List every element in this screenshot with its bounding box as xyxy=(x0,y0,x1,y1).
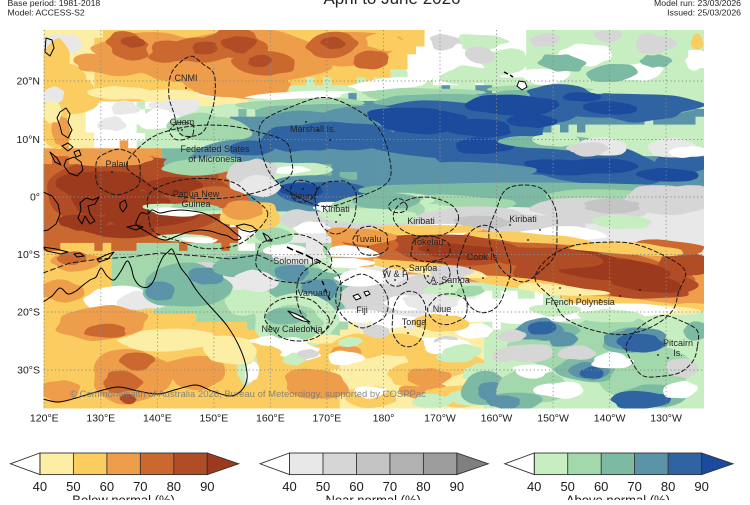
svg-text:20°S: 20°S xyxy=(17,307,40,319)
svg-text:Below normal (%): Below normal (%) xyxy=(72,493,175,501)
svg-text:French Polynesia: French Polynesia xyxy=(545,297,615,307)
svg-text:60: 60 xyxy=(349,479,363,494)
svg-text:Cook Is: Cook Is xyxy=(467,252,498,262)
svg-text:140°W: 140°W xyxy=(594,413,626,425)
svg-text:120°E: 120°E xyxy=(30,413,59,425)
svg-text:Solomon Is.: Solomon Is. xyxy=(273,256,321,266)
svg-text:140°E: 140°E xyxy=(143,413,172,425)
svg-text:Model run: 23/03/2026: Model run: 23/03/2026 xyxy=(654,0,741,8)
svg-text:Niue: Niue xyxy=(433,304,452,314)
svg-text:70: 70 xyxy=(133,479,147,494)
svg-text:Marshall Is.: Marshall Is. xyxy=(290,124,336,134)
svg-text:30°S: 30°S xyxy=(17,365,40,377)
svg-text:0°: 0° xyxy=(30,192,40,204)
svg-text:Fiji: Fiji xyxy=(356,305,368,315)
svg-text:of Micronesia: of Micronesia xyxy=(188,154,242,164)
svg-text:60: 60 xyxy=(594,479,608,494)
svg-text:© Commonwealth of Australia 20: © Commonwealth of Australia 2026, Bureau… xyxy=(70,389,426,400)
svg-text:160°W: 160°W xyxy=(481,413,513,425)
svg-text:Papua New: Papua New xyxy=(173,189,220,199)
svg-text:50: 50 xyxy=(66,479,80,494)
svg-text:80: 80 xyxy=(661,479,675,494)
svg-text:90: 90 xyxy=(450,479,464,494)
svg-text:170°E: 170°E xyxy=(313,413,342,425)
svg-text:160°E: 160°E xyxy=(256,413,285,425)
svg-text:170°W: 170°W xyxy=(424,413,456,425)
svg-text:Guam: Guam xyxy=(170,117,195,127)
svg-text:Near normal (%): Near normal (%) xyxy=(326,493,421,501)
svg-text:Nauru: Nauru xyxy=(291,191,316,201)
svg-text:70: 70 xyxy=(383,479,397,494)
svg-text:130°W: 130°W xyxy=(650,413,682,425)
svg-text:40: 40 xyxy=(527,479,541,494)
svg-text:10°N: 10°N xyxy=(17,134,40,146)
svg-text:70: 70 xyxy=(627,479,641,494)
svg-text:Kiribati: Kiribati xyxy=(322,204,350,214)
svg-text:Tuvalu: Tuvalu xyxy=(355,234,382,244)
svg-text:130°E: 130°E xyxy=(86,413,115,425)
svg-text:Pitcairn: Pitcairn xyxy=(663,338,693,348)
svg-text:Tokelau: Tokelau xyxy=(412,237,443,247)
svg-text:A. Samoa: A. Samoa xyxy=(430,275,470,285)
svg-text:Samoa: Samoa xyxy=(409,263,438,273)
svg-text:April to June 2026: April to June 2026 xyxy=(323,0,460,8)
svg-text:40: 40 xyxy=(33,479,47,494)
svg-text:90: 90 xyxy=(694,479,708,494)
svg-text:50: 50 xyxy=(560,479,574,494)
svg-text:Base period: 1981-2018: Base period: 1981-2018 xyxy=(8,0,101,8)
svg-text:Vanuatu: Vanuatu xyxy=(298,288,331,298)
svg-text:10°S: 10°S xyxy=(17,249,40,261)
svg-text:150°W: 150°W xyxy=(537,413,569,425)
svg-text:50: 50 xyxy=(316,479,330,494)
svg-text:Model: ACCESS-S2: Model: ACCESS-S2 xyxy=(8,7,85,17)
svg-text:40: 40 xyxy=(282,479,296,494)
svg-text:Guinea: Guinea xyxy=(181,199,210,209)
svg-text:180°: 180° xyxy=(373,413,395,425)
svg-text:80: 80 xyxy=(167,479,181,494)
svg-text:20°N: 20°N xyxy=(17,76,40,88)
svg-text:Kiribati: Kiribati xyxy=(407,216,435,226)
svg-text:Tonga: Tonga xyxy=(402,317,427,327)
svg-text:Above normal (%): Above normal (%) xyxy=(566,493,670,501)
svg-text:Kiribati: Kiribati xyxy=(509,214,537,224)
svg-text:New Caledonia: New Caledonia xyxy=(261,324,322,334)
svg-text:150°E: 150°E xyxy=(200,413,229,425)
svg-text:Is.: Is. xyxy=(673,348,683,358)
svg-text:90: 90 xyxy=(200,479,214,494)
svg-text:60: 60 xyxy=(100,479,114,494)
svg-text:Palau: Palau xyxy=(105,159,128,169)
svg-text:W & F: W & F xyxy=(383,269,408,279)
svg-text:Federated States: Federated States xyxy=(180,144,250,154)
svg-text:CNMI: CNMI xyxy=(175,73,198,83)
svg-text:Issued: 25/03/2026: Issued: 25/03/2026 xyxy=(667,7,741,17)
svg-text:80: 80 xyxy=(416,479,430,494)
